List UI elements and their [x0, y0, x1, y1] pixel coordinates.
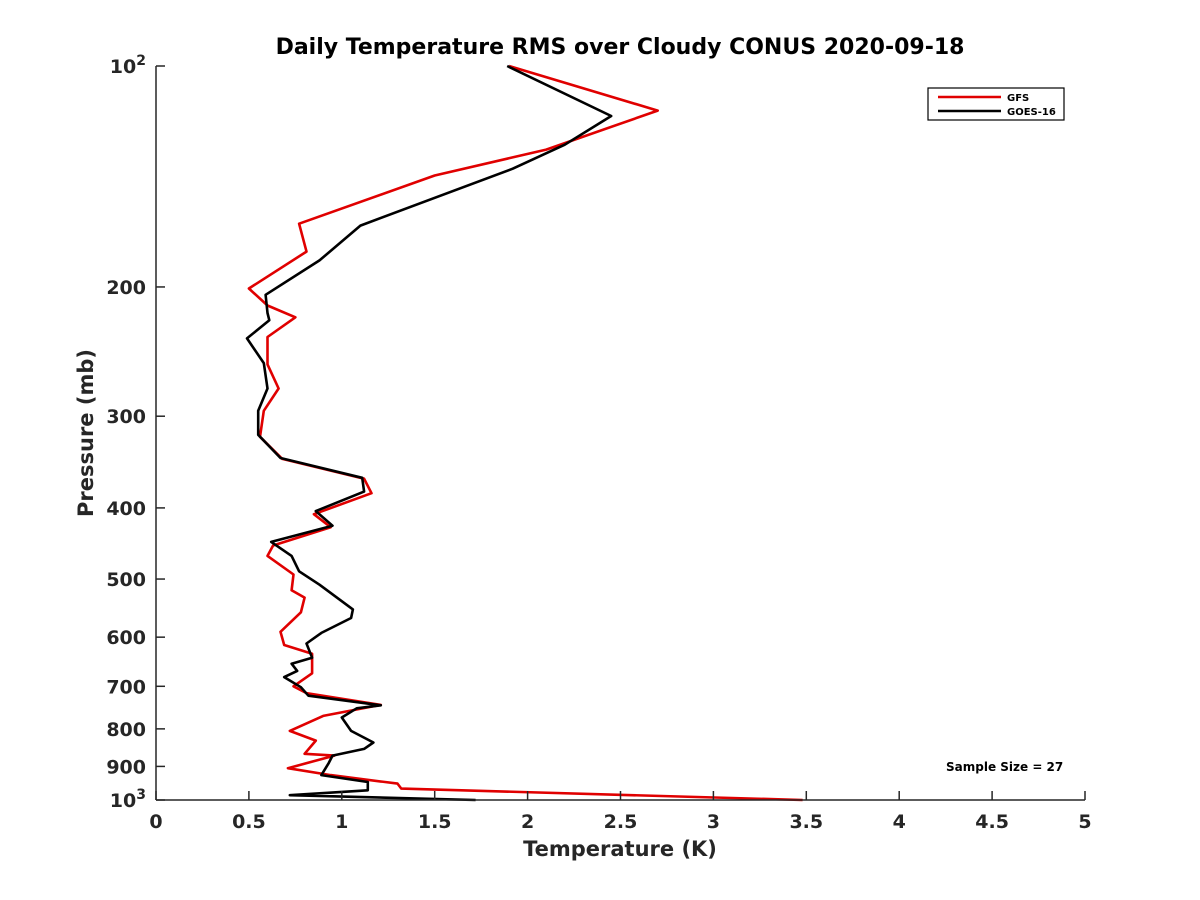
legend: GFS GOES-16 [927, 87, 1065, 121]
x-tick-label: 1 [335, 811, 348, 833]
y-tick-label: 800 [106, 719, 146, 741]
series-line-gfs [247, 64, 803, 802]
y-tick-label: 500 [106, 569, 146, 591]
legend-box [927, 87, 1065, 121]
y-tick-label: 400 [106, 498, 146, 520]
y-tick-layer: 102 200 300 400 500 600 700 800 900 103 [106, 53, 165, 812]
y-axis-title: Pressure (mb) [74, 349, 98, 517]
legend-label-gfs: GFS [1007, 93, 1029, 104]
chart-title: Daily Temperature RMS over Cloudy CONUS … [276, 35, 965, 60]
sample-size-annotation: Sample Size = 27 [946, 760, 1063, 774]
y-tick-label: 103 [110, 787, 146, 812]
y-tick-label: 900 [106, 756, 146, 778]
y-tick-label: 102 [110, 53, 146, 78]
x-tick-label: 1.5 [418, 811, 452, 833]
x-axis-title: Temperature (K) [523, 837, 717, 861]
x-tick-label: 2.5 [604, 811, 638, 833]
y-tick-label: 600 [106, 627, 146, 649]
x-tick-label: 3.5 [789, 811, 823, 833]
x-tick-label: 4 [893, 811, 906, 833]
x-tick-layer: 0 0.5 1 1.5 2 2.5 3 3.5 4 4.5 5 [149, 791, 1092, 833]
x-tick-label: 4.5 [975, 811, 1009, 833]
legend-label-goes16: GOES-16 [1007, 107, 1056, 118]
x-tick-label: 5 [1078, 811, 1091, 833]
series-layer [245, 64, 803, 802]
y-tick-label: 700 [106, 676, 146, 698]
x-tick-label: 3 [707, 811, 720, 833]
y-tick-label: 300 [106, 406, 146, 428]
y-tick-label: 200 [106, 277, 146, 299]
x-tick-label: 0 [149, 811, 162, 833]
x-tick-label: 2 [521, 811, 534, 833]
x-tick-label: 0.5 [232, 811, 266, 833]
series-line-goes16 [245, 64, 613, 802]
